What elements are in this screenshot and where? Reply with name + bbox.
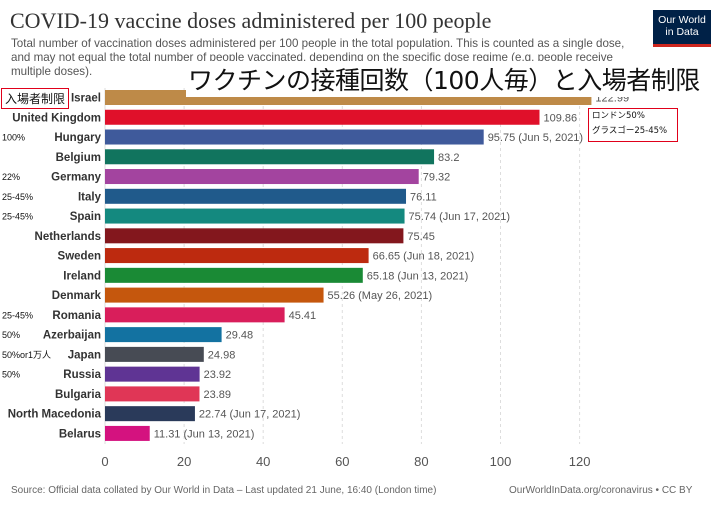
category-label: Ireland [63, 270, 101, 282]
uk-limit-callout: ロンドン50% グラスゴー25-45% [588, 108, 678, 142]
category-label: Netherlands [35, 231, 101, 243]
callout-line-glasgow: グラスゴー25-45% [592, 126, 668, 136]
value-label: 45.41 [289, 310, 317, 322]
value-label: 66.65 (Jun 18, 2021) [373, 251, 475, 263]
limit-annotation: 50% [2, 330, 20, 340]
x-tick-label: 40 [256, 454, 270, 469]
value-label: 95.75 (Jun 5, 2021) [488, 132, 583, 144]
value-label: 83.2 [438, 152, 459, 164]
value-label: 29.48 [226, 330, 254, 342]
limit-annotation: 25-45% [2, 212, 33, 222]
bar [105, 169, 419, 185]
category-label: North Macedonia [8, 409, 102, 421]
bar [105, 425, 150, 441]
bar [105, 307, 285, 323]
bar [105, 149, 435, 165]
x-tick-label: 20 [177, 454, 191, 469]
category-label: Bulgaria [55, 389, 102, 401]
x-tick-label: 80 [414, 454, 428, 469]
x-tick-label: 120 [569, 454, 591, 469]
category-label: Belgium [56, 152, 101, 164]
japanese-overlay-title: ワクチンの接種回数（100人毎）と入場者制限 [186, 61, 702, 97]
category-label: Italy [78, 191, 102, 203]
category-label: Azerbaijan [43, 330, 101, 342]
category-label: Russia [63, 369, 101, 381]
limit-annotation: 100% [2, 133, 25, 143]
value-label: 55.26 (May 26, 2021) [328, 290, 433, 302]
bar [105, 129, 484, 145]
value-label: 22.74 (Jun 17, 2021) [199, 409, 301, 421]
value-label: 65.18 (Jun 13, 2021) [367, 270, 469, 282]
chart-title: COVID-19 vaccine doses administered per … [10, 8, 492, 33]
source-note: Source: Official data collated by Our Wo… [11, 485, 437, 496]
limit-annotation: 22% [2, 172, 20, 182]
limit-annotation: 25-45% [2, 192, 33, 202]
category-label: United Kingdom [12, 112, 101, 124]
bar [105, 346, 204, 362]
bar [105, 406, 195, 422]
callout-line-london: ロンドン50% [592, 111, 645, 121]
bar [105, 327, 222, 343]
value-label: 24.98 [208, 349, 236, 361]
bar [105, 287, 324, 303]
value-label: 79.32 [423, 172, 451, 184]
category-label: Sweden [58, 251, 101, 263]
bar [105, 228, 404, 244]
x-tick-label: 100 [490, 454, 512, 469]
value-label: 75.45 [407, 231, 435, 243]
value-label: 23.92 [204, 369, 232, 381]
limit-annotation: 50%or1万人 [2, 350, 51, 360]
credit-link[interactable]: OurWorldInData.org/coronavirus • CC BY [509, 485, 693, 496]
value-label: 109.86 [543, 112, 577, 124]
category-label: Japan [68, 349, 101, 361]
x-tick-label: 0 [101, 454, 108, 469]
bar [105, 386, 200, 402]
x-tick-label: 60 [335, 454, 349, 469]
chart-subtitle: Total number of vaccination doses admini… [11, 37, 625, 78]
value-label: 75.74 (Jun 17, 2021) [409, 211, 511, 223]
value-label: 11.31 (Jun 13, 2021) [154, 428, 255, 440]
category-label: Romania [52, 310, 101, 322]
bar [105, 248, 369, 264]
category-label: Denmark [52, 290, 102, 302]
category-label: Germany [51, 172, 101, 184]
bar [105, 208, 405, 224]
logo-accent-bar [653, 44, 711, 47]
value-label: 76.11 [410, 191, 437, 203]
owid-logo[interactable]: Our World in Data [653, 10, 711, 44]
limit-annotation: 50% [2, 370, 20, 380]
bar [105, 109, 540, 125]
logo-line-1: Our World [658, 14, 706, 26]
logo-line-2: in Data [665, 26, 699, 38]
admission-limit-label: 入場者制限 [1, 88, 70, 109]
category-label: Hungary [54, 132, 101, 144]
category-label: Belarus [59, 428, 101, 440]
bar [105, 267, 363, 283]
value-label: 23.89 [203, 389, 231, 401]
bar [105, 188, 407, 204]
bar [105, 366, 200, 382]
category-label: Israel [71, 93, 101, 105]
category-label: Spain [70, 211, 101, 223]
limit-annotation: 25-45% [2, 310, 33, 320]
